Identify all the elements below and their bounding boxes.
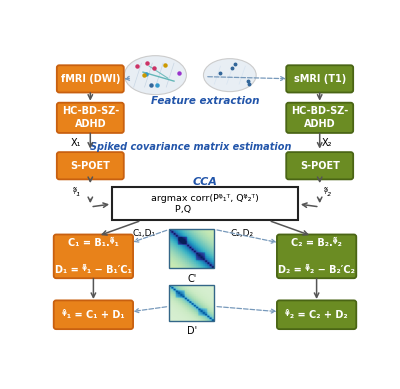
Text: C₂,D₂: C₂,D₂ <box>231 230 254 238</box>
Text: C₂ = B₂.ᵠ̃₂

D₂ = ᵠ̃₂ − B₂′C₂: C₂ = B₂.ᵠ̃₂ D₂ = ᵠ̃₂ − B₂′C₂ <box>278 238 355 275</box>
Text: Feature extraction: Feature extraction <box>151 96 259 105</box>
Text: C₁ = B₁.ᵠ̃₁

D₁ = ᵠ̃₁ − B₁′C₁: C₁ = B₁.ᵠ̃₁ D₁ = ᵠ̃₁ − B₁′C₁ <box>55 238 132 275</box>
Ellipse shape <box>124 56 186 95</box>
Text: ᵠ̃₂: ᵠ̃₂ <box>324 188 331 198</box>
FancyBboxPatch shape <box>57 103 124 133</box>
Text: C': C' <box>187 274 196 284</box>
Ellipse shape <box>204 59 256 92</box>
FancyBboxPatch shape <box>57 152 124 179</box>
Bar <box>169 285 214 321</box>
Text: X₁: X₁ <box>71 138 82 147</box>
Text: D': D' <box>187 326 197 336</box>
Bar <box>112 187 298 221</box>
Text: ᵠ̂₂ = C₂ + D₂: ᵠ̂₂ = C₂ + D₂ <box>285 310 348 320</box>
Text: ᵠ̃₁: ᵠ̃₁ <box>72 188 80 198</box>
Bar <box>169 230 214 268</box>
Text: S-POET: S-POET <box>70 161 110 171</box>
Text: X₂: X₂ <box>322 138 333 147</box>
FancyBboxPatch shape <box>57 65 124 93</box>
FancyBboxPatch shape <box>54 300 133 329</box>
Text: C₁,D₁: C₁,D₁ <box>133 230 156 238</box>
Text: fMRI (DWI): fMRI (DWI) <box>60 74 120 84</box>
FancyBboxPatch shape <box>54 235 133 278</box>
FancyBboxPatch shape <box>286 65 353 93</box>
Text: S-POET: S-POET <box>300 161 340 171</box>
Text: Spiked covariance matrix estimation: Spiked covariance matrix estimation <box>90 142 292 152</box>
FancyBboxPatch shape <box>286 103 353 133</box>
Text: ᵠ̂₁ = C₁ + D₁: ᵠ̂₁ = C₁ + D₁ <box>62 310 125 320</box>
Text: sMRI (T1): sMRI (T1) <box>294 74 346 84</box>
Text: HC-BD-SZ-
ADHD: HC-BD-SZ- ADHD <box>291 106 348 130</box>
FancyBboxPatch shape <box>277 300 356 329</box>
Text: HC-BD-SZ-
ADHD: HC-BD-SZ- ADHD <box>62 106 119 130</box>
FancyBboxPatch shape <box>286 152 353 179</box>
Text: CCA: CCA <box>192 177 218 187</box>
FancyBboxPatch shape <box>277 235 356 278</box>
Text: argmax corr(Pᵠ̃₁ᵀ, Qᵠ̃₂ᵀ)
        P,Q: argmax corr(Pᵠ̃₁ᵀ, Qᵠ̃₂ᵀ) P,Q <box>151 194 259 214</box>
